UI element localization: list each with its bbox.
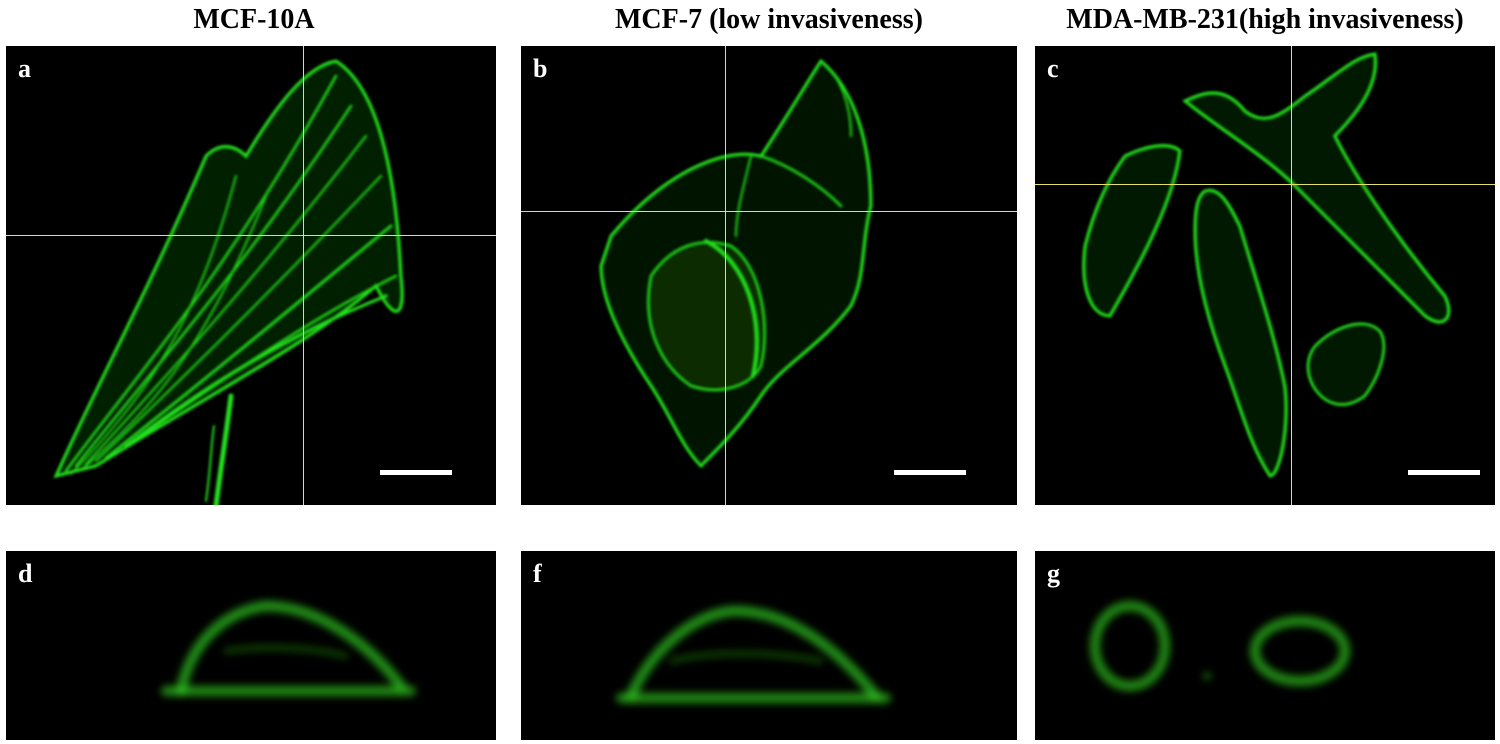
cross-section-image-d	[161, 600, 416, 696]
crosshair-vertical	[303, 46, 304, 505]
cell-image-c	[1082, 52, 1451, 478]
cell-image-b	[599, 58, 873, 469]
scale-bar	[894, 470, 966, 475]
scale-bar	[380, 470, 452, 475]
panel-c-micrograph: c	[1035, 46, 1495, 505]
column-title-mdamb231: MDA-MB-231(high invasiveness)	[1066, 4, 1464, 35]
panel-letter-b: b	[533, 54, 548, 83]
panel-letter-f: f	[533, 559, 542, 588]
crosshair-vertical	[1291, 46, 1292, 505]
crosshair-horizontal	[1035, 184, 1495, 185]
panel-d-cross-section: d	[6, 551, 496, 740]
panel-a-micrograph: a	[6, 46, 496, 505]
crosshair-horizontal	[6, 235, 496, 236]
crosshair-horizontal	[521, 211, 1017, 212]
cross-section-image-f	[616, 605, 891, 703]
cell-image-a	[53, 59, 404, 505]
panel-g-cross-section: g	[1035, 551, 1495, 740]
panel-letter-c: c	[1047, 54, 1059, 83]
panel-b-micrograph: b	[521, 46, 1017, 505]
cross-section-image-g	[1090, 601, 1350, 691]
panel-letter-g: g	[1047, 559, 1060, 588]
panel-letter-a: a	[18, 54, 31, 83]
column-title-mcf7: MCF-7 (low invasiveness)	[615, 4, 923, 35]
panel-f-cross-section: f	[521, 551, 1017, 740]
panel-letter-d: d	[18, 559, 33, 588]
crosshair-vertical	[725, 46, 726, 505]
scale-bar	[1408, 470, 1480, 475]
column-title-mcf10a: MCF-10A	[193, 4, 315, 35]
